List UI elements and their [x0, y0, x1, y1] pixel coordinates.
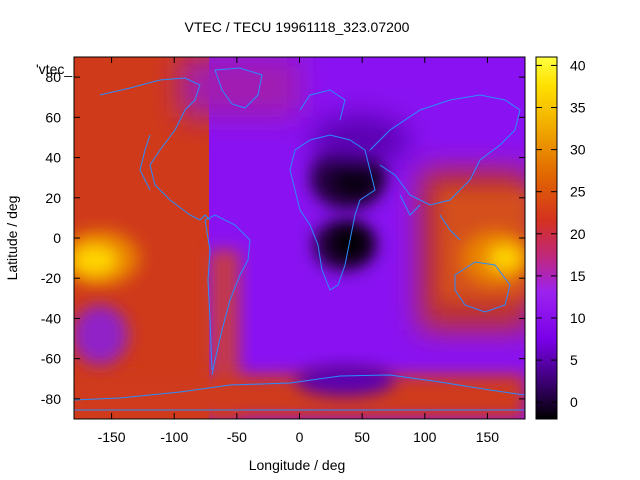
x-tick-label: -50 — [227, 429, 247, 445]
y-tick-label: -60 — [41, 351, 61, 367]
colorbar-tick-label: 25 — [570, 184, 586, 200]
x-tick-label: -100 — [160, 429, 188, 445]
y-tick-label: 40 — [45, 150, 61, 166]
y-axis: -80 -60 -40 -20 0 20 40 60 80 — [41, 69, 525, 407]
coastlines — [74, 67, 525, 411]
colorbar-tick-label: 5 — [570, 352, 578, 368]
x-tick-label: 0 — [296, 429, 304, 445]
colorbar-tick-label: 15 — [570, 268, 586, 284]
y-tick-label: -80 — [41, 391, 61, 407]
x-axis: -150 -100 -50 0 50 100 150 — [98, 57, 500, 445]
colorbar-axis: 0 5 10 15 20 25 30 35 40 — [536, 57, 586, 410]
colorbar-tick-label: 20 — [570, 226, 586, 242]
heatmap-field — [74, 57, 525, 419]
y-tick-label: -20 — [41, 270, 61, 286]
x-tick-label: -150 — [98, 429, 126, 445]
colorbar-tick-label: 0 — [570, 394, 578, 410]
y-tick-label: 80 — [45, 69, 61, 85]
colorbar — [535, 56, 558, 420]
y-tick-label: 20 — [45, 190, 61, 206]
x-tick-label: 100 — [413, 429, 437, 445]
colorbar-tick-label: 35 — [570, 100, 586, 116]
chart-title: VTEC / TECU 19961118_323.07200 — [185, 19, 410, 35]
y-tick-label: 0 — [53, 230, 61, 246]
y-tick-label: 60 — [45, 109, 61, 125]
y-tick-label: -40 — [41, 310, 61, 326]
colorbar-tick-label: 10 — [570, 310, 586, 326]
x-tick-label: 150 — [476, 429, 500, 445]
series-label: 'vtec_ — [36, 61, 72, 77]
x-tick-label: 50 — [354, 429, 370, 445]
colorbar-tick-label: 40 — [570, 57, 586, 73]
y-axis-label: Latitude / deg — [4, 196, 20, 281]
colorbar-tick-label: 30 — [570, 142, 586, 158]
x-axis-label: Longitude / deg — [249, 457, 346, 473]
